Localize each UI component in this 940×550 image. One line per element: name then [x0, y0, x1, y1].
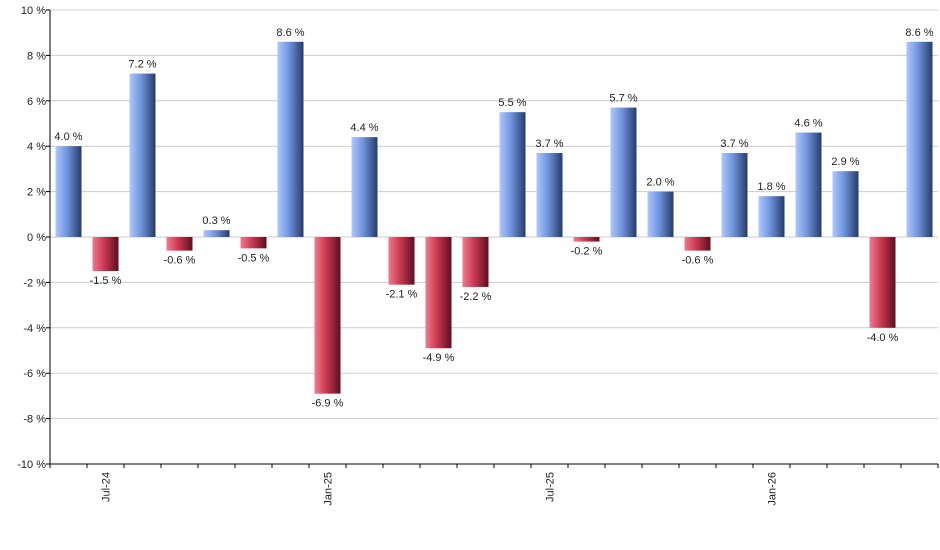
bar — [795, 132, 822, 237]
bar — [314, 237, 341, 394]
data-label: -2.1 % — [386, 289, 418, 301]
data-label: 0.3 % — [202, 215, 230, 227]
y-tick-label: -4 % — [23, 323, 46, 335]
bar — [92, 237, 119, 272]
bar — [499, 112, 526, 237]
data-label: -2.2 % — [460, 291, 492, 303]
bar — [129, 73, 156, 237]
bar — [758, 196, 785, 237]
bar — [240, 237, 267, 249]
bar — [55, 146, 82, 237]
data-label: -0.6 % — [164, 255, 196, 267]
x-axis-tick-labels: Jul-24 Jan-25 Jul-25 Jan-26 — [101, 472, 779, 506]
y-tick-label: -2 % — [23, 277, 46, 289]
data-label: 3.7 % — [535, 138, 563, 150]
y-axis-tick-labels: 10 % 8 % 6 % 4 % 2 % 0 % -2 % -4 % -6 % -8 % -10 % — [17, 5, 46, 471]
y-tick-label: 10 % — [21, 5, 46, 17]
data-labels: 4.0 % -1.5 % 7.2 % -0.6 % 0.3 % -0.5 % 8.6 % -6… — [54, 27, 933, 410]
bar — [610, 107, 637, 237]
data-label: -0.5 % — [238, 252, 270, 264]
bar — [203, 230, 230, 237]
data-label: 2.0 % — [646, 177, 674, 189]
x-tick-label: Jan-26 — [767, 472, 779, 506]
bar — [425, 237, 452, 349]
bar — [647, 191, 674, 237]
y-tick-label: -8 % — [23, 414, 46, 426]
x-tick-label: Jul-25 — [545, 472, 557, 502]
y-tick-label: -10 % — [17, 459, 46, 471]
data-label: -1.5 % — [90, 275, 122, 287]
axes — [46, 9, 939, 468]
bar — [388, 237, 415, 285]
bar — [869, 237, 896, 328]
bar — [684, 237, 711, 251]
data-label: -0.2 % — [571, 246, 603, 258]
data-label: 1.8 % — [757, 181, 785, 193]
x-tick-label: Jul-24 — [101, 472, 113, 502]
y-tick-label: 2 % — [27, 187, 46, 199]
bar — [573, 237, 600, 242]
bar — [351, 137, 378, 237]
x-tick-label: Jan-25 — [323, 472, 335, 506]
data-label: 8.6 % — [905, 27, 933, 39]
data-label: 3.7 % — [720, 138, 748, 150]
data-label: 4.0 % — [54, 131, 82, 143]
bar — [536, 153, 563, 237]
y-tick-label: 4 % — [27, 141, 46, 153]
bar — [166, 237, 193, 251]
y-tick-label: 6 % — [27, 96, 46, 108]
data-label: 5.5 % — [498, 97, 526, 109]
data-label: -4.0 % — [867, 332, 899, 344]
data-label: 7.2 % — [128, 59, 156, 71]
bars — [55, 41, 933, 394]
data-label: -6.9 % — [312, 398, 344, 410]
bar — [277, 41, 304, 237]
y-tick-label: 0 % — [27, 232, 46, 244]
data-label: 8.6 % — [276, 27, 304, 39]
y-tick-label: -6 % — [23, 368, 46, 380]
y-tick-label: 8 % — [27, 50, 46, 62]
bar — [832, 171, 859, 237]
data-label: -0.6 % — [682, 255, 714, 267]
data-label: 4.4 % — [350, 122, 378, 134]
data-label: 5.7 % — [609, 93, 637, 105]
bar — [462, 237, 489, 287]
bar — [721, 153, 748, 237]
bar — [906, 41, 933, 237]
data-label: 2.9 % — [831, 156, 859, 168]
data-label: 4.6 % — [794, 118, 822, 130]
data-label: -4.9 % — [423, 352, 455, 364]
